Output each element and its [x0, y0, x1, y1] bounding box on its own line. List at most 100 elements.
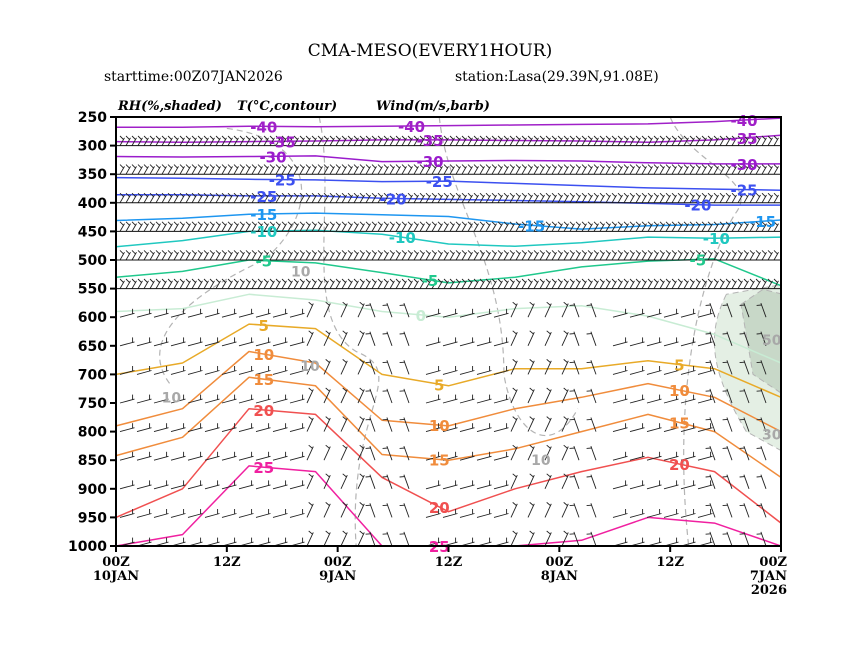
- wind-barb-feather: [659, 164, 664, 169]
- wind-barb: [215, 251, 221, 261]
- wind-barb-feather: [671, 164, 676, 169]
- wind-barb-feather: [629, 192, 634, 198]
- wind-barb-feather: [635, 221, 640, 226]
- wind-barb: [239, 194, 245, 204]
- wind-barb-feather: [342, 530, 347, 535]
- wind-barb: [245, 137, 251, 146]
- wind-barb: [170, 484, 186, 490]
- wind-barb: [473, 194, 479, 204]
- wind-barb-feather: [317, 192, 322, 198]
- wind-barb: [238, 513, 254, 518]
- wind-barb: [510, 503, 518, 518]
- wind-barb-feather: [425, 250, 430, 255]
- wind-barb: [377, 251, 383, 261]
- wind-barb: [389, 137, 395, 146]
- temperature-contour-label: -15: [250, 206, 277, 224]
- wind-barb-feather: [473, 221, 478, 226]
- wind-barb: [215, 223, 221, 232]
- wind-barb: [479, 137, 485, 146]
- wind-barb: [680, 427, 696, 433]
- wind-barb: [697, 398, 713, 404]
- wind-barb: [185, 280, 191, 289]
- wind-barb-feather: [197, 192, 202, 198]
- wind-barb: [485, 251, 491, 261]
- wind-barb-feather: [377, 221, 382, 226]
- wind-barb-feather: [149, 221, 154, 226]
- wind-barb: [467, 223, 473, 232]
- wind-barb: [386, 302, 393, 318]
- wind-barb-feather: [179, 164, 184, 169]
- wind-barb-feather: [479, 221, 484, 226]
- wind-barb: [407, 137, 413, 146]
- wind-barb: [125, 137, 131, 146]
- wind-barb: [187, 312, 203, 318]
- wind-barb-feather: [317, 221, 322, 226]
- wind-barb-feather: [239, 221, 244, 226]
- wind-barb: [187, 370, 203, 375]
- wind-barb: [185, 137, 191, 146]
- wind-barb: [311, 280, 317, 289]
- wind-barb-feather: [365, 278, 370, 283]
- wind-barb: [125, 223, 131, 232]
- wind-barb: [272, 341, 288, 347]
- wind-barb: [557, 280, 563, 289]
- wind-barb-feather: [767, 192, 772, 198]
- wind-barb: [299, 280, 305, 289]
- wind-barb-feather: [677, 192, 682, 198]
- wind-barb-feather: [551, 135, 556, 140]
- wind-barb: [179, 194, 185, 204]
- wind-barb-feather: [161, 192, 166, 198]
- wind-barb: [491, 194, 497, 204]
- wind-barb-feather: [137, 164, 142, 169]
- wind-barb-feather: [719, 278, 724, 283]
- wind-barb-feather: [767, 221, 772, 226]
- wind-barb-feather: [293, 164, 298, 169]
- wind-barb: [272, 312, 288, 318]
- wind-barb: [713, 280, 719, 289]
- wind-barb: [683, 251, 689, 261]
- wind-barb: [161, 251, 167, 261]
- wind-barb-feather: [707, 250, 712, 255]
- temperature-contour-line: [116, 117, 781, 129]
- wind-barb: [503, 223, 509, 232]
- wind-barb: [493, 427, 509, 433]
- x-tick-label: 00Z: [324, 555, 352, 570]
- wind-barb: [569, 137, 575, 146]
- wind-barb: [557, 137, 563, 146]
- wind-barb-feather: [119, 250, 124, 255]
- wind-barb: [311, 137, 317, 146]
- wind-barb-feather: [341, 164, 346, 169]
- wind-barb: [293, 280, 299, 289]
- wind-barb: [575, 280, 581, 289]
- temperature-contour-label: 15: [253, 371, 274, 389]
- wind-barb: [179, 166, 185, 175]
- wind-barb-feather: [437, 164, 442, 169]
- wind-barb-feather: [161, 135, 166, 140]
- wind-barb: [245, 194, 251, 204]
- wind-barb: [689, 251, 695, 261]
- wind-barb: [289, 427, 305, 433]
- wind-barb-feather: [683, 221, 688, 226]
- wind-barb: [680, 370, 696, 375]
- wind-barb: [590, 331, 597, 346]
- wind-barb: [707, 137, 713, 146]
- wind-barb-feather: [371, 250, 376, 255]
- wind-barb: [170, 455, 186, 461]
- wind-barb-feather: [341, 221, 346, 226]
- wind-barb: [611, 166, 617, 175]
- wind-barb-feather: [119, 135, 124, 140]
- wind-barb-feather: [425, 278, 430, 283]
- wind-barb: [743, 251, 749, 261]
- wind-barb: [425, 370, 441, 375]
- wind-barb: [137, 251, 143, 261]
- wind-barb-feather: [233, 278, 238, 283]
- wind-barb: [767, 137, 773, 146]
- wind-barb-feather: [635, 135, 640, 140]
- wind-barb-feather: [245, 221, 250, 226]
- wind-barb-feather: [323, 164, 328, 169]
- wind-barb-feather: [533, 250, 538, 255]
- wind-barb: [386, 360, 393, 375]
- wind-barb: [305, 251, 311, 261]
- wind-barb: [461, 194, 467, 204]
- wind-barb-feather: [293, 135, 298, 140]
